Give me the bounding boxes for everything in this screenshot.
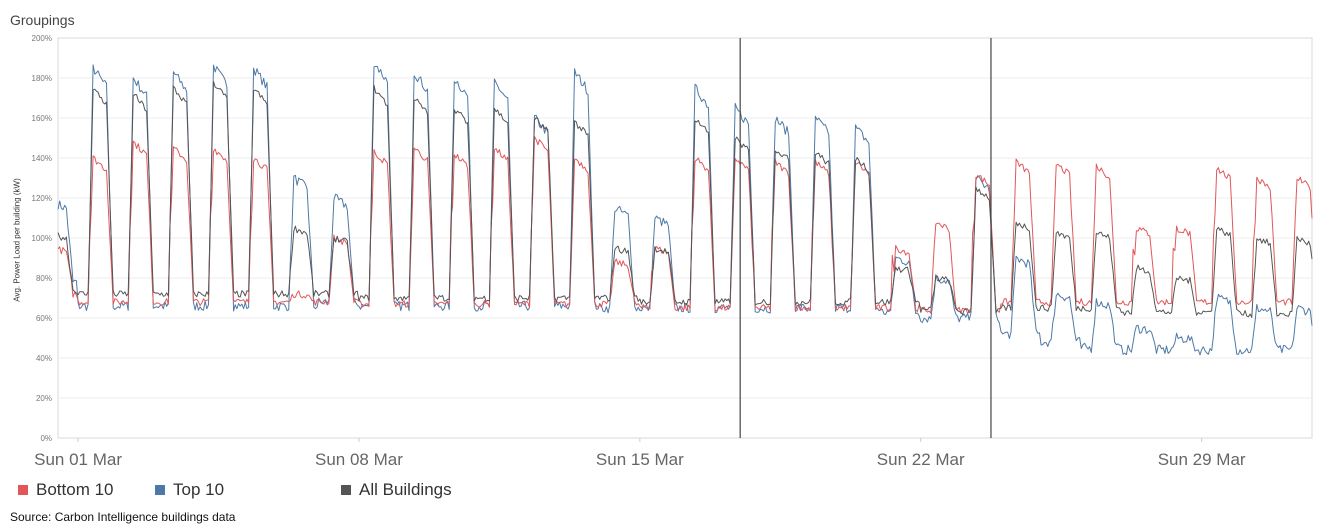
series-line-bottom-10 [57, 136, 1313, 314]
x-tick-label: Sun 22 Mar [877, 450, 965, 469]
legend-label-bottom-10: Bottom 10 [36, 480, 114, 499]
y-tick-label: 80% [36, 274, 52, 283]
y-tick-label: 60% [36, 314, 52, 323]
y-tick-label: 40% [36, 354, 52, 363]
chart-title: Groupings [10, 12, 75, 28]
legend-label-top-10: Top 10 [173, 480, 225, 499]
y-tick-label: 0% [40, 434, 52, 443]
series-line-top-10 [57, 64, 1313, 356]
legend-swatch-bottom-10 [18, 485, 28, 495]
y-tick-label: 120% [32, 194, 52, 203]
x-tick-label: Sun 01 Mar [34, 450, 122, 469]
y-tick-label: 200% [32, 34, 52, 43]
legend: Bottom 10 Top 10 All Buildings [0, 480, 1320, 502]
y-tick-label: 160% [32, 114, 52, 123]
x-tick-label: Sun 29 Mar [1158, 450, 1246, 469]
y-tick-label: 100% [32, 234, 52, 243]
y-tick-label: 20% [36, 394, 52, 403]
legend-swatch-top-10 [155, 485, 165, 495]
legend-item-bottom-10[interactable]: Bottom 10 [18, 480, 114, 500]
legend-label-all-buildings: All Buildings [359, 480, 452, 499]
source-note: Source: Carbon Intelligence buildings da… [10, 510, 236, 524]
y-tick-label: 140% [32, 154, 52, 163]
legend-item-all-buildings[interactable]: All Buildings [341, 480, 452, 500]
y-tick-label: 180% [32, 74, 52, 83]
line-chart: 0% 20% 40% 60% 80% 100% 120% 140% 160% 180% 200% Su… [32, 34, 1313, 469]
x-tick-label: Sun 15 Mar [596, 450, 684, 469]
legend-item-top-10[interactable]: Top 10 [155, 480, 224, 500]
legend-swatch-all-buildings [341, 485, 351, 495]
x-tick-label: Sun 08 Mar [315, 450, 403, 469]
series-line-all-buildings [57, 81, 1313, 318]
